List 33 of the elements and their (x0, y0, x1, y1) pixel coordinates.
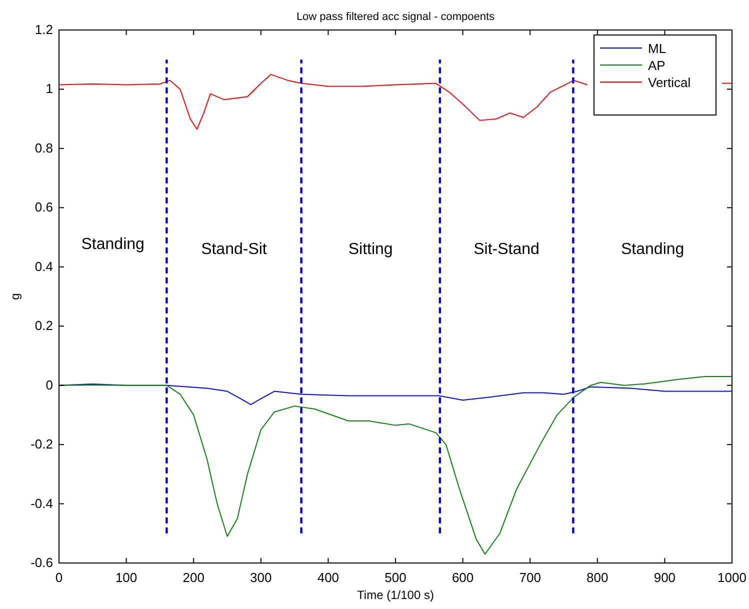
x-tick-label: 600 (452, 570, 474, 585)
y-tick-label: 0.6 (34, 200, 53, 215)
series-label: Vertical (648, 75, 691, 90)
annotation: Sitting (348, 241, 393, 258)
x-tick-label: 300 (250, 570, 272, 585)
x-tick-label: 0 (55, 570, 63, 585)
y-tick-label: 0.2 (34, 318, 53, 334)
legend-label: ML (648, 41, 666, 56)
y-tick-label: 1.2 (34, 22, 53, 37)
line-series (58, 376, 732, 555)
y-tick-label: 0 (46, 377, 53, 392)
y-axis-title: g (8, 293, 22, 300)
x-tick-label: 200 (182, 570, 204, 585)
y-tick-label: -0.6 (30, 555, 53, 570)
x-tick-label: 800 (586, 570, 608, 585)
x-tick-label: 400 (317, 570, 340, 585)
x-tick-label: 700 (519, 570, 541, 585)
y-tick-label: -0.4 (30, 496, 53, 511)
y-tick-label: 0.4 (34, 258, 53, 274)
x-tick-label: 1000 (718, 570, 746, 585)
x-tick-label: 100 (115, 570, 138, 585)
legend-label: AP (648, 58, 666, 73)
y-tick-label: 1 (46, 81, 53, 96)
chart-title: Low pass filtered acc signal - compoents (296, 11, 496, 23)
annotation: Sit-Stand (474, 241, 540, 258)
y-tick-label: -0.2 (30, 436, 53, 452)
y-tick-label: 0.8 (34, 140, 53, 156)
x-tick-label: 900 (654, 570, 676, 585)
annotation: Standing (81, 236, 144, 253)
annotation: Stand-Sit (201, 241, 268, 258)
x-axis-title: Time (1/100 s) (357, 588, 434, 602)
annotation: Standing (621, 241, 684, 258)
x-tick-label: 500 (384, 570, 406, 585)
